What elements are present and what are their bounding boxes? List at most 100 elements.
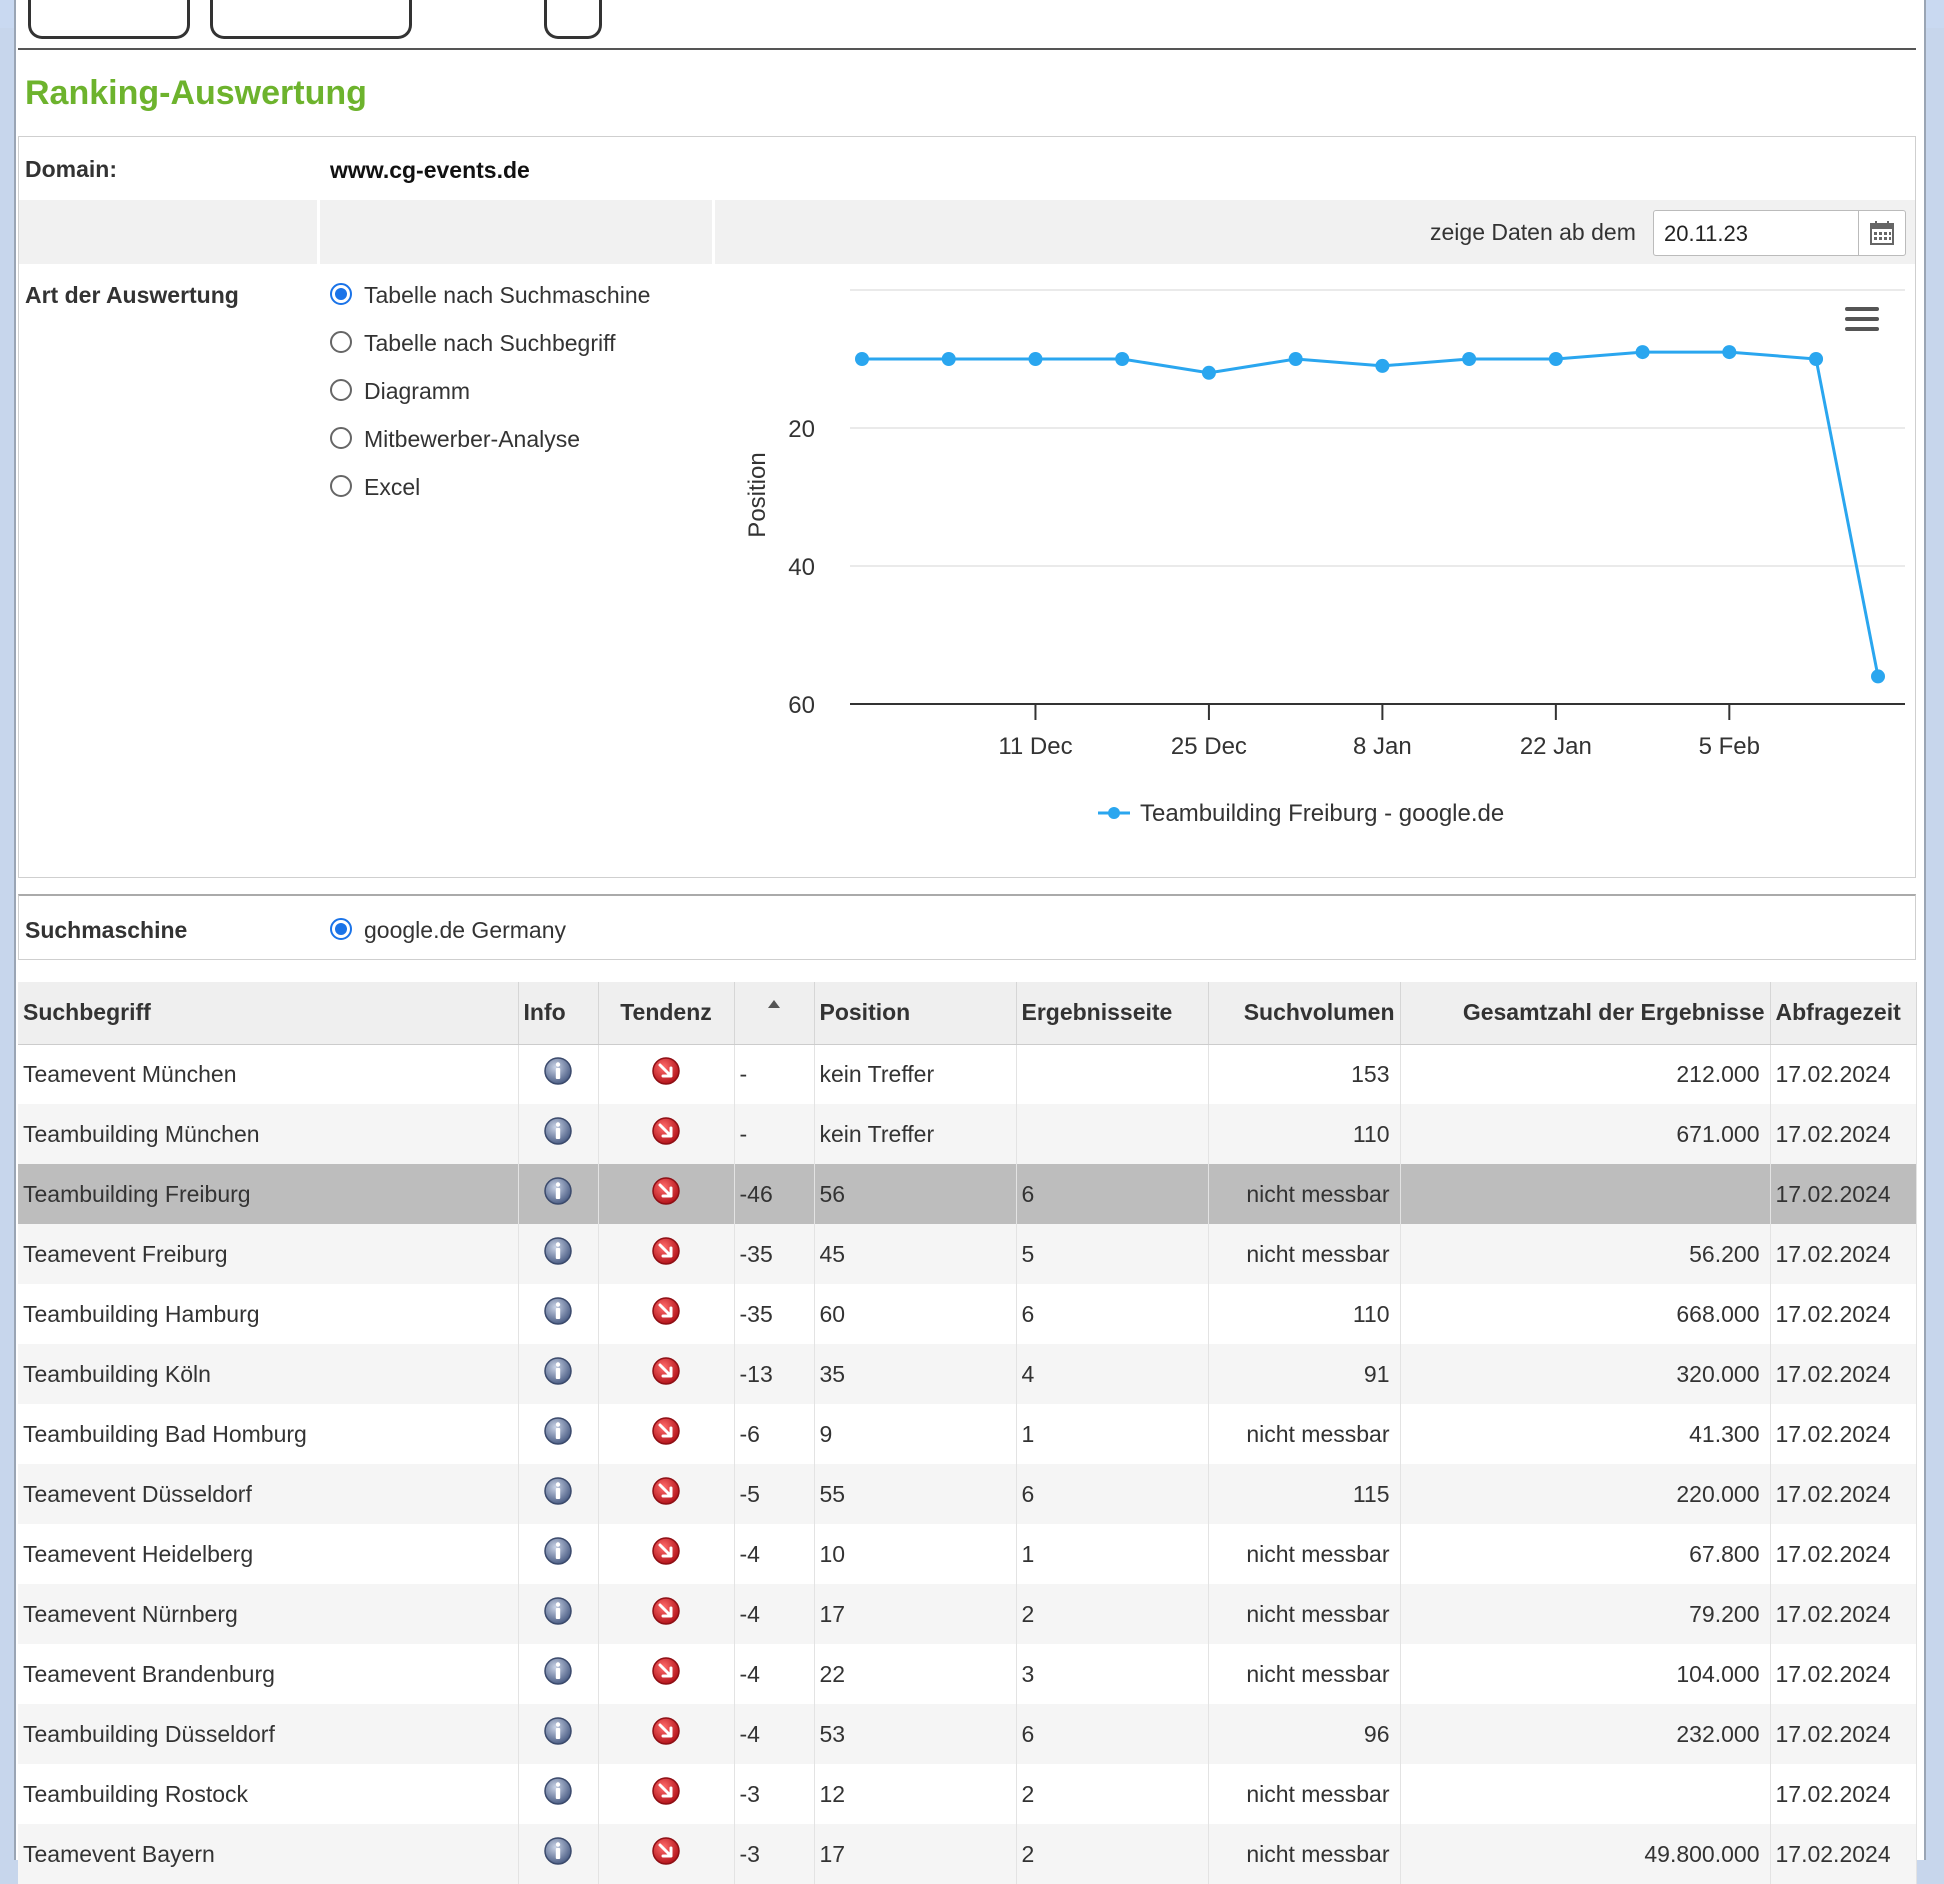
trend-down-icon	[651, 1356, 681, 1392]
cell-change: -5	[734, 1464, 815, 1524]
table-row[interactable]: Teamevent München - kein Treffer 153 212.000…	[18, 1044, 1917, 1104]
table-row[interactable]: Teambuilding Köln -13 35 4 91 320.000 17.02.20…	[18, 1344, 1917, 1404]
date-input[interactable]: 20.11.23	[1653, 210, 1906, 256]
trend-down-icon	[651, 1116, 681, 1152]
col-header-search-volume[interactable]: Suchvolumen	[1208, 982, 1401, 1045]
info-icon[interactable]	[543, 1116, 573, 1152]
data-point[interactable]	[1115, 352, 1130, 366]
data-point[interactable]	[1288, 352, 1303, 366]
cell-query-time: 17.02.2024	[1770, 1284, 1917, 1344]
info-icon[interactable]	[543, 1716, 573, 1752]
info-icon[interactable]	[543, 1596, 573, 1632]
info-icon[interactable]	[543, 1836, 573, 1872]
data-point[interactable]	[1871, 669, 1885, 684]
cell-search-volume: 110	[1208, 1284, 1401, 1344]
cell-trend	[598, 1284, 735, 1344]
cell-info	[518, 1644, 599, 1704]
cell-trend	[598, 1344, 735, 1404]
table-row[interactable]: Teambuilding Düsseldorf -4 53 6 96 232.000 17.…	[18, 1704, 1917, 1764]
info-icon[interactable]	[543, 1656, 573, 1692]
ranking-chart: 20 40 60 11 Dec 25 Dec 8 Jan 22 Jan 5 Feb Posi…	[744, 289, 1905, 827]
radio-diagram[interactable]	[330, 379, 352, 401]
data-point[interactable]	[855, 352, 869, 366]
radio-label-diagram[interactable]: Diagramm	[364, 378, 471, 404]
trend-down-icon	[651, 1056, 681, 1092]
info-icon[interactable]	[543, 1236, 573, 1272]
table-row[interactable]: Teambuilding Freiburg -46 56 6 nicht messbar…	[18, 1164, 1917, 1224]
x-tick-label: 8 Jan	[1353, 733, 1412, 760]
cell-total-results: 41.300	[1400, 1404, 1771, 1464]
table-row[interactable]: Teamevent Freiburg -35 45 5 nicht messbar 56.…	[18, 1224, 1917, 1284]
calendar-icon[interactable]	[1858, 211, 1905, 255]
table-row[interactable]: Teamevent Brandenburg -4 22 3 nicht messbar 1…	[18, 1644, 1917, 1704]
col-header-info[interactable]: Info	[518, 982, 599, 1045]
radio-label-competitor-analysis[interactable]: Mitbewerber-Analyse	[364, 426, 581, 452]
data-point[interactable]	[1722, 345, 1737, 360]
radio-competitor-analysis[interactable]	[330, 427, 352, 449]
col-header-change[interactable]	[734, 982, 815, 1045]
cell-search-volume: nicht messbar	[1208, 1224, 1401, 1284]
col-header-position[interactable]: Position	[814, 982, 1017, 1045]
cell-search-volume: nicht messbar	[1208, 1164, 1401, 1224]
chart-legend[interactable]: Teambuilding Freiburg - google.de	[1098, 800, 1504, 827]
cell-search-volume: nicht messbar	[1208, 1524, 1401, 1584]
table-row[interactable]: Teambuilding Hamburg -35 60 6 110 668.000 17.0…	[18, 1284, 1917, 1344]
top-tab-1[interactable]	[28, 0, 190, 39]
info-icon[interactable]	[543, 1536, 573, 1572]
info-icon[interactable]	[543, 1776, 573, 1812]
data-point[interactable]	[1028, 352, 1043, 366]
info-icon[interactable]	[543, 1476, 573, 1512]
data-point[interactable]	[1462, 352, 1477, 366]
info-icon[interactable]	[543, 1416, 573, 1452]
info-icon[interactable]	[543, 1296, 573, 1332]
cell-info	[518, 1104, 599, 1164]
top-tab-3[interactable]	[544, 0, 602, 39]
info-icon[interactable]	[543, 1356, 573, 1392]
info-icon[interactable]	[543, 1176, 573, 1212]
table-row[interactable]: Teambuilding Bad Homburg -6 9 1 nicht messba…	[18, 1404, 1917, 1464]
cell-change: -3	[734, 1824, 815, 1884]
table-row[interactable]: Teamevent Düsseldorf -5 55 6 115 220.000 17.02…	[18, 1464, 1917, 1524]
radio-label-excel[interactable]: Excel	[364, 474, 421, 500]
domain-value: www.cg-events.de	[330, 157, 530, 183]
table-row[interactable]: Teambuilding Rostock -3 12 2 nicht messbar 17…	[18, 1764, 1917, 1824]
top-tab-2[interactable]	[210, 0, 412, 39]
cell-change: -35	[734, 1284, 815, 1344]
data-point[interactable]	[1635, 345, 1650, 360]
data-point[interactable]	[1809, 352, 1824, 366]
data-point[interactable]	[1375, 358, 1390, 373]
cell-position: 53	[814, 1704, 1017, 1764]
data-point[interactable]	[1201, 365, 1216, 380]
cell-info	[518, 1824, 599, 1884]
table-row[interactable]: Teamevent Heidelberg -4 10 1 nicht messbar 67…	[18, 1524, 1917, 1584]
radio-label-table-by-engine[interactable]: Tabelle nach Suchmaschine	[364, 282, 651, 308]
cell-query-time: 17.02.2024	[1770, 1224, 1917, 1284]
sort-asc-icon[interactable]	[767, 988, 781, 1014]
col-header-query-time[interactable]: Abfragezeit	[1770, 982, 1917, 1045]
radio-label-engine-google[interactable]: google.de Germany	[364, 917, 567, 943]
hamburger-menu-icon[interactable]	[1845, 307, 1879, 331]
cell-total-results: 56.200	[1400, 1224, 1771, 1284]
col-header-total-results[interactable]: Gesamtzahl der Ergebnisse	[1400, 982, 1771, 1045]
radio-table-by-term[interactable]	[330, 331, 352, 353]
cell-term: Teamevent Nürnberg	[18, 1584, 519, 1644]
info-icon[interactable]	[543, 1056, 573, 1092]
data-point[interactable]	[941, 352, 956, 366]
col-header-term[interactable]: Suchbegriff	[18, 982, 519, 1045]
data-point[interactable]	[1548, 352, 1563, 366]
radio-label-table-by-term[interactable]: Tabelle nach Suchbegriff	[364, 330, 616, 356]
cell-total-results: 232.000	[1400, 1704, 1771, 1764]
cell-query-time: 17.02.2024	[1770, 1104, 1917, 1164]
radio-excel[interactable]	[330, 475, 352, 497]
date-input-value: 20.11.23	[1664, 221, 1749, 246]
table-row[interactable]: Teambuilding München - kein Treffer 110 671.…	[18, 1104, 1917, 1164]
col-header-result-page[interactable]: Ergebnisseite	[1016, 982, 1209, 1045]
table-row[interactable]: Teamevent Nürnberg -4 17 2 nicht messbar 79.2…	[18, 1584, 1917, 1644]
radio-table-by-engine[interactable]	[330, 283, 352, 305]
table-row[interactable]: Teamevent Bayern -3 17 2 nicht messbar 49.800…	[18, 1824, 1917, 1884]
col-header-trend[interactable]: Tendenz	[598, 982, 735, 1045]
cell-info	[518, 1524, 599, 1584]
cell-info	[518, 1704, 599, 1764]
radio-engine-google[interactable]	[330, 918, 352, 940]
cell-change: -46	[734, 1164, 815, 1224]
